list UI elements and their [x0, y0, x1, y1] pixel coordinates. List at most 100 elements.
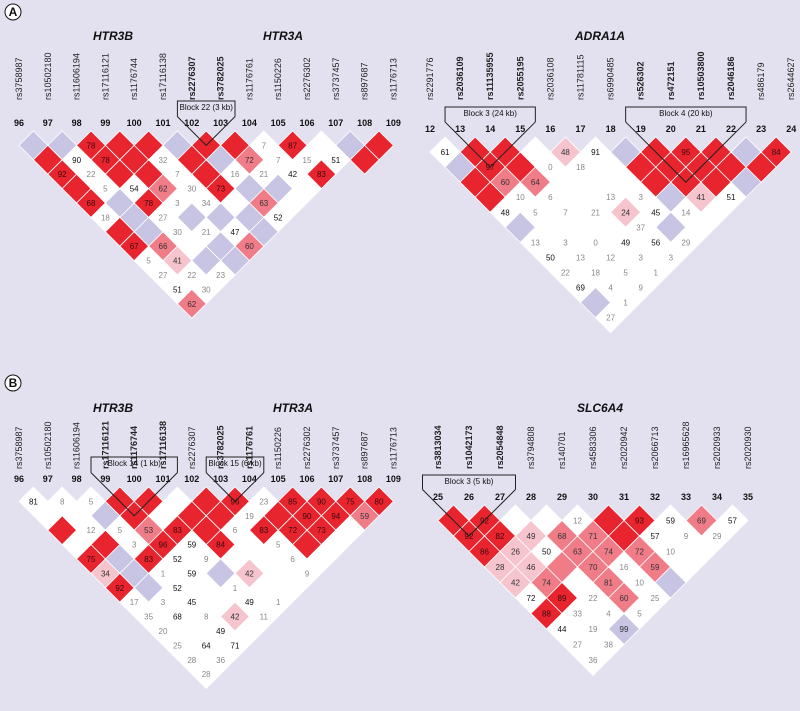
snp-label: rs2020933	[712, 426, 722, 469]
ld-value: 12	[573, 517, 582, 526]
ld-value: 4	[608, 284, 613, 293]
snp-label: rs10502180	[43, 421, 53, 469]
ld-value: 5	[623, 268, 628, 277]
ld-value: 63	[573, 548, 582, 557]
ld-value: 62	[159, 185, 168, 194]
ld-cell	[594, 301, 627, 334]
ld-value: 72	[635, 548, 644, 557]
marker-index: 100	[127, 474, 142, 484]
marker-index: 17	[575, 124, 585, 134]
ld-value: 90	[317, 497, 326, 506]
haplotype-block-label: Block 14 (1 kb)	[108, 459, 162, 468]
snp-label: rs2046186	[726, 56, 736, 100]
ld-value: 95	[681, 148, 690, 157]
marker-index: 20	[666, 124, 676, 134]
ld-value: 42	[511, 579, 520, 588]
ld-value: 20	[159, 627, 168, 636]
snp-label: rs897687	[360, 62, 370, 100]
ld-value: 57	[651, 532, 660, 541]
ld-value: 59	[187, 541, 196, 550]
ld-plot-b-slc6a4: SLC6A4 rs3813034 rs1042173 rs2054848 rs37948…	[422, 401, 753, 677]
ld-value: 83	[144, 555, 153, 564]
marker-index: 19	[636, 124, 646, 134]
ld-value: 74	[604, 548, 613, 557]
snp-label: rs17116138	[158, 421, 168, 469]
ld-value: 59	[666, 517, 675, 526]
ld-value: 24	[621, 208, 630, 217]
marker-index: 15	[515, 124, 525, 134]
ld-value: 16	[620, 563, 629, 572]
marker-index: 34	[712, 492, 722, 502]
ld-value: 14	[681, 208, 690, 217]
snp-label: rs3782025	[216, 56, 226, 100]
snp-label: rs6990485	[606, 57, 616, 100]
haplotype-block-outline	[625, 106, 747, 183]
ld-value: 26	[511, 548, 520, 557]
ld-value: 23	[216, 271, 225, 280]
ld-value: 71	[589, 532, 598, 541]
ld-value: 84	[772, 148, 781, 157]
snp-label: rs2644627	[786, 57, 796, 100]
ld-value: 10	[666, 548, 675, 557]
marker-index: 24	[786, 124, 796, 134]
ld-value: 34	[101, 569, 110, 578]
marker-index: 102	[184, 118, 199, 128]
snp-label: rs1150226	[273, 58, 283, 100]
ld-value: 9	[684, 532, 689, 541]
marker-index: 105	[271, 118, 286, 128]
snp-label: rs4583306	[588, 426, 598, 469]
ld-value: 49	[216, 627, 225, 636]
ld-value: 83	[259, 526, 268, 535]
ld-value: 92	[58, 170, 67, 179]
gene-label: ADRA1A	[574, 29, 625, 43]
svg-text:A: A	[9, 5, 18, 19]
marker-index: 108	[357, 118, 372, 128]
ld-value: 36	[216, 656, 225, 665]
ld-value: 32	[159, 156, 168, 165]
ld-value: 36	[589, 656, 598, 665]
ld-value: 8	[60, 497, 65, 506]
ld-value: 71	[231, 641, 240, 650]
ld-value: 0	[593, 238, 598, 247]
ld-value: 81	[29, 497, 38, 506]
ld-value: 5	[637, 610, 642, 619]
ld-plot-b-htr3: HTR3B HTR3A rs3758987 rs10502180 rs11606194 r…	[14, 401, 401, 690]
ld-value: 85	[288, 497, 297, 506]
ld-value: 19	[245, 512, 254, 521]
ld-value: 12	[87, 526, 96, 535]
marker-index: 28	[526, 492, 536, 502]
ld-value: 5	[146, 257, 151, 266]
ld-value: 3	[161, 598, 166, 607]
snp-label: rs2276307	[187, 426, 197, 469]
ld-value: 69	[576, 284, 585, 293]
ld-value: 22	[589, 594, 598, 603]
ld-value: 52	[173, 555, 182, 564]
snp-label: rs2036108	[545, 57, 555, 100]
ld-value: 22	[87, 170, 96, 179]
ld-value: 48	[561, 148, 570, 157]
snp-label: rs3782025	[216, 425, 226, 469]
snp-label: rs472151	[666, 61, 676, 100]
ld-value: 67	[130, 242, 139, 251]
ld-value: 29	[681, 238, 690, 247]
ld-value: 81	[604, 579, 613, 588]
ld-value: 83	[173, 526, 182, 535]
ld-value: 7	[262, 141, 267, 150]
ld-value: 1	[233, 584, 238, 593]
ld-value: 15	[303, 156, 312, 165]
ld-value: 30	[187, 185, 196, 194]
ld-cell	[191, 659, 222, 690]
ld-value: 66	[159, 242, 168, 251]
marker-index: 13	[455, 124, 465, 134]
gene-label: HTR3B	[93, 401, 133, 415]
marker-index: 101	[155, 474, 170, 484]
ld-value: 91	[591, 148, 600, 157]
ld-value: 21	[202, 228, 211, 237]
ld-value: 88	[542, 610, 551, 619]
ld-value: 38	[604, 641, 613, 650]
marker-index: 109	[386, 474, 401, 484]
ld-value: 52	[173, 584, 182, 593]
ld-value: 73	[216, 185, 225, 194]
ld-value: 53	[144, 526, 153, 535]
